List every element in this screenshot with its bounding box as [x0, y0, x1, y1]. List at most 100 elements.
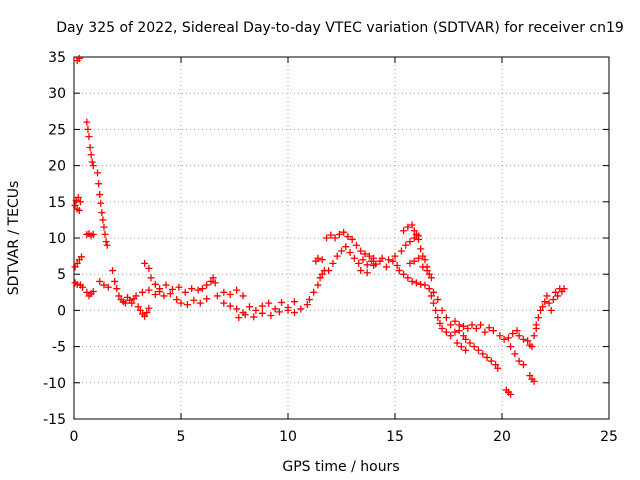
data-point [245, 303, 253, 311]
data-point [483, 353, 491, 361]
data-point [211, 279, 219, 287]
data-point [427, 274, 435, 282]
data-point [361, 250, 369, 258]
y-tick-label: 30 [48, 86, 66, 102]
data-point [370, 262, 378, 270]
data-point [459, 322, 467, 330]
data-point [100, 223, 108, 231]
chart-title: Day 325 of 2022, Sidereal Day-to-day VTE… [56, 20, 624, 36]
data-point [545, 299, 553, 307]
data-point [75, 54, 83, 62]
data-point [151, 280, 159, 288]
data-point [271, 305, 279, 313]
data-point [406, 238, 414, 246]
data-point [318, 270, 326, 278]
data-point [99, 216, 107, 224]
data-point [340, 228, 348, 236]
data-point [524, 337, 532, 345]
data-point [265, 299, 273, 307]
data-point [515, 357, 523, 365]
data-point [331, 234, 339, 242]
data-point [425, 285, 433, 293]
y-tick-label: -10 [43, 376, 66, 392]
data-point [549, 296, 557, 304]
data-point [410, 227, 418, 235]
data-point [442, 328, 450, 336]
data-point [156, 288, 164, 296]
y-tick-label: -5 [52, 340, 66, 356]
data-point [363, 261, 371, 269]
plot-area-border [73, 56, 610, 420]
x-tick-label: 20 [493, 429, 511, 445]
data-point [207, 277, 215, 285]
data-point [177, 299, 185, 307]
data-point [168, 285, 176, 293]
data-point [333, 252, 341, 260]
data-point [145, 264, 153, 272]
data-point [136, 306, 144, 314]
data-point [173, 296, 181, 304]
data-point [359, 256, 367, 264]
data-point [258, 309, 266, 317]
data-point [143, 309, 151, 317]
data-point [83, 288, 91, 296]
data-point [507, 343, 515, 351]
data-point [412, 279, 420, 287]
data-point [344, 233, 352, 241]
data-point [71, 201, 79, 209]
data-point [541, 298, 549, 306]
data-point [175, 283, 183, 291]
data-point [474, 346, 482, 354]
data-point [239, 292, 247, 300]
y-axis-title: SDTVAR / TECUs [6, 181, 22, 296]
data-point [357, 247, 365, 255]
data-point [494, 364, 502, 372]
data-point [391, 252, 399, 260]
data-point [226, 302, 234, 310]
data-point [404, 274, 412, 282]
data-point [415, 254, 423, 262]
y-tick-label: 15 [48, 195, 66, 211]
y-tick-label: 0 [57, 303, 66, 319]
data-point [355, 259, 363, 267]
data-point [220, 288, 228, 296]
data-point [338, 247, 345, 255]
data-point [109, 267, 117, 275]
data-point [365, 252, 373, 260]
data-point [275, 308, 283, 316]
data-point [530, 332, 538, 340]
data-point [395, 267, 403, 275]
data-point [327, 231, 335, 239]
data-point [77, 253, 85, 261]
data-point [290, 309, 298, 317]
data-point [419, 263, 427, 271]
data-point [314, 281, 322, 289]
data-point [406, 259, 414, 267]
data-point [303, 301, 311, 309]
data-point [226, 290, 234, 298]
data-point [85, 133, 93, 141]
data-point [316, 274, 324, 282]
data-point [145, 304, 153, 312]
data-point [528, 343, 536, 351]
data-point [453, 339, 461, 347]
data-point [462, 335, 470, 343]
data-point [532, 321, 540, 329]
data-point [188, 285, 196, 293]
data-point [451, 328, 459, 336]
data-point [102, 238, 110, 246]
x-tick-label: 25 [600, 429, 618, 445]
data-point [73, 280, 81, 288]
data-point [417, 280, 425, 288]
data-point [346, 248, 354, 256]
data-point [89, 230, 97, 238]
data-point [378, 254, 386, 262]
y-tick-label: 20 [48, 159, 66, 175]
data-point [492, 361, 500, 369]
data-point [513, 327, 521, 335]
data-point [507, 390, 515, 398]
data-point [382, 263, 390, 271]
data-point [552, 288, 559, 296]
data-point [194, 286, 202, 294]
data-point [451, 317, 459, 325]
